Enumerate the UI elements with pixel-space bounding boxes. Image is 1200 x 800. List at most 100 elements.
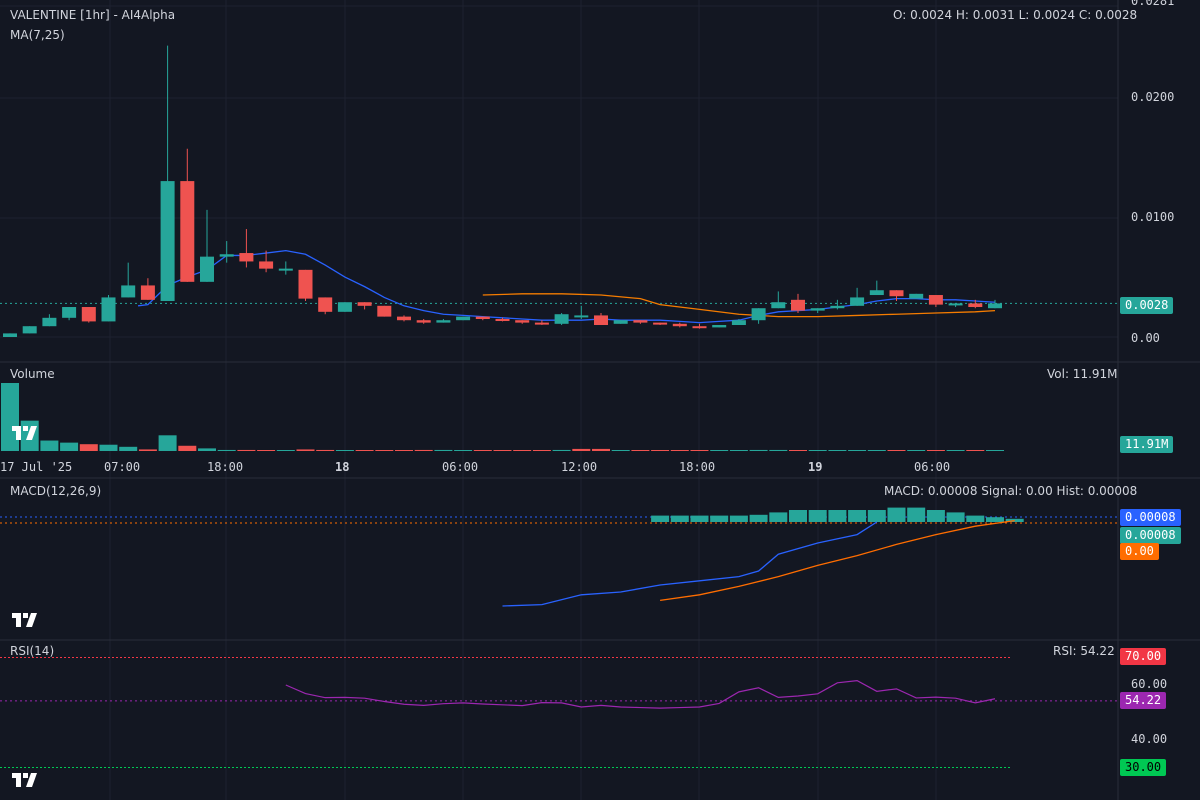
volume-bar: [552, 449, 571, 451]
candle-body: [278, 268, 293, 271]
candle-body: [869, 290, 884, 296]
candle-body: [436, 320, 451, 323]
candle-body: [948, 303, 963, 306]
candle-body: [121, 285, 136, 298]
volume-bar: [946, 450, 965, 451]
price-axis-top: 0.0281: [1131, 0, 1175, 8]
macd-histogram-bar: [986, 517, 1004, 522]
volume-bar: [710, 450, 729, 451]
volume-bar: [138, 449, 157, 451]
volume-bar: [1, 383, 19, 451]
tradingview-logo-icon: [12, 773, 37, 787]
volume-bar: [493, 450, 512, 451]
volume-bar: [296, 449, 315, 451]
macd-histogram-bar: [1005, 518, 1024, 522]
volume-bar: [158, 435, 177, 451]
time-label-0700: 07:00: [104, 460, 141, 474]
candle-body: [22, 326, 37, 334]
macd-histogram-bar: [808, 510, 827, 522]
rsi-readout: RSI: 54.22: [1053, 644, 1115, 658]
macd-histogram-bar: [946, 512, 965, 522]
macd-histogram-bar: [749, 514, 768, 522]
tradingview-logo-icon: [12, 426, 37, 440]
candle-body: [988, 303, 1002, 309]
candle-body: [259, 261, 274, 269]
rsi-tick-40: 40.00: [1131, 732, 1168, 746]
volume-bar: [119, 446, 138, 451]
volume-bar: [729, 450, 748, 451]
candle-body: [672, 323, 687, 327]
time-label-1800b: 18:00: [679, 460, 716, 474]
volume-bar: [513, 450, 532, 451]
candle-body: [692, 326, 707, 329]
volume-bar: [966, 450, 985, 451]
rsi-70-badge: 70.00: [1120, 648, 1167, 665]
rsi-30-badge: 30.00: [1120, 759, 1167, 776]
macd-histogram-bar: [789, 510, 807, 522]
volume-bar: [749, 449, 768, 451]
volume-bar: [60, 442, 79, 451]
candle-body: [239, 253, 254, 262]
volume-bar: [907, 450, 926, 451]
candle-body: [200, 256, 214, 282]
candle-body: [751, 308, 766, 321]
candle-body: [42, 317, 57, 327]
candle-body: [653, 322, 668, 325]
ma25-line: [482, 293, 996, 318]
volume-bar: [789, 450, 807, 451]
volume-bar: [414, 449, 433, 451]
macd-histogram-bar: [926, 510, 945, 522]
candle-body: [850, 297, 865, 306]
candle-body: [771, 302, 786, 309]
rsi-title: RSI(14): [10, 644, 55, 658]
candle-body: [180, 181, 195, 282]
candle-body: [62, 307, 77, 318]
candle-body: [810, 308, 825, 311]
volume-bar: [926, 450, 945, 451]
candle-body: [731, 320, 746, 326]
macd-histogram-bar: [729, 515, 748, 522]
time-label-18: 18: [335, 460, 350, 474]
macd-histogram-bar: [690, 515, 709, 522]
candle-body: [594, 315, 608, 326]
macd-value-badge: 0.00008: [1120, 509, 1181, 526]
candle-body: [397, 316, 411, 321]
candle-body: [416, 320, 431, 323]
rsi-line: [285, 679, 996, 709]
volume-bar: [276, 450, 295, 451]
volume-bars: [1, 383, 1004, 451]
time-label-jul17: 17 Jul '25: [0, 460, 73, 474]
macd-histogram-bar: [769, 512, 788, 522]
volume-bar: [769, 449, 788, 451]
volume-bar: [532, 450, 551, 451]
candle-body: [101, 297, 116, 322]
candle-body: [633, 320, 648, 323]
rsi-value-badge: 54.22: [1120, 692, 1167, 709]
volume-readout: Vol: 11.91M: [1047, 367, 1118, 381]
volume-bar: [473, 450, 492, 451]
volume-bar: [434, 449, 453, 451]
macd-indicator: [0, 507, 1118, 607]
volume-bar: [828, 450, 847, 451]
volume-bar: [217, 449, 236, 451]
volume-bar: [631, 450, 650, 451]
candle-body: [712, 325, 727, 328]
candlesticks: [3, 45, 1002, 337]
volume-bar: [375, 450, 394, 451]
candle-body: [337, 302, 352, 312]
candle-body: [968, 303, 983, 308]
candle-body: [928, 295, 943, 305]
rsi-indicator: [0, 657, 1118, 768]
time-label-1200: 12:00: [561, 460, 598, 474]
volume-title: Volume: [10, 367, 55, 381]
volume-bar: [355, 450, 374, 451]
candle-body: [140, 285, 155, 300]
volume-bar: [848, 450, 867, 451]
macd-histogram-bar: [867, 510, 886, 522]
macd-histogram-bar: [848, 510, 867, 522]
volume-bar: [316, 449, 335, 451]
volume-bar: [79, 444, 98, 451]
volume-bar: [651, 450, 670, 451]
